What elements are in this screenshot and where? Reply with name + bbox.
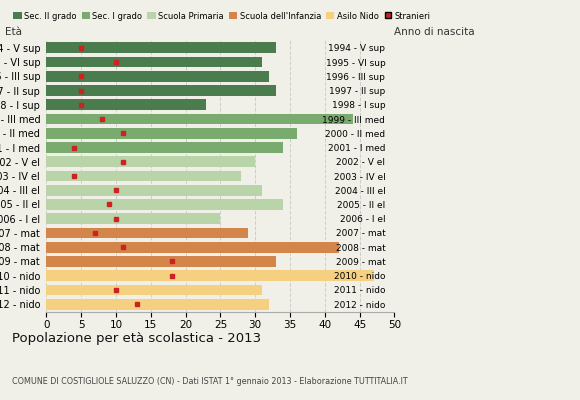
Text: Popolazione per età scolastica - 2013: Popolazione per età scolastica - 2013 [12,332,261,345]
Bar [46,57,262,68]
Bar [46,228,248,238]
Bar [46,142,283,153]
Legend: Sec. II grado, Sec. I grado, Scuola Primaria, Scuola dell'Infanzia, Asilo Nido, : Sec. II grado, Sec. I grado, Scuola Prim… [10,8,434,24]
Bar [46,85,276,96]
Bar [46,71,269,82]
Bar [46,213,220,224]
Bar [46,100,206,110]
Text: COMUNE DI COSTIGLIOLE SALUZZO (CN) - Dati ISTAT 1° gennaio 2013 - Elaborazione T: COMUNE DI COSTIGLIOLE SALUZZO (CN) - Dat… [12,377,407,386]
Text: Anno di nascita: Anno di nascita [394,27,475,37]
Bar [46,242,339,252]
Bar [46,256,276,267]
Bar [46,171,241,181]
Bar [46,42,276,53]
Bar [46,284,262,295]
Bar [46,299,269,310]
Bar [46,128,297,139]
Text: Età: Età [5,27,21,37]
Bar [46,199,283,210]
Bar [46,270,374,281]
Bar [46,185,262,196]
Bar [46,114,353,124]
Bar [46,156,255,167]
